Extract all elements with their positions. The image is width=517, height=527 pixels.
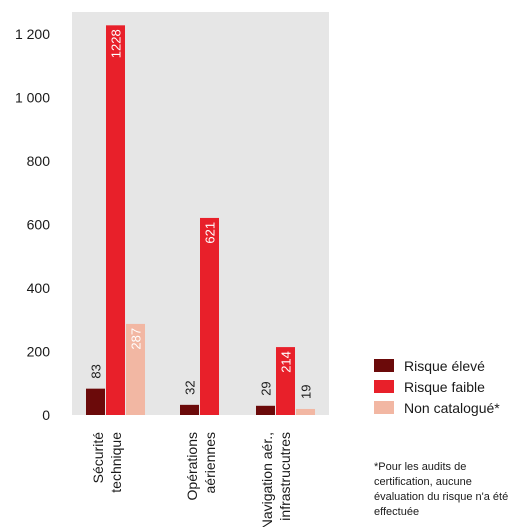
bar-value-label: 19: [299, 385, 314, 399]
bar: [296, 408, 315, 415]
bar: [200, 217, 219, 415]
bar-value-label: 621: [203, 222, 218, 244]
bar-value-label: 1228: [109, 29, 124, 58]
y-tick-label: 800: [27, 153, 51, 169]
category-label: Opérations: [184, 432, 200, 500]
legend-swatch: [374, 401, 394, 414]
y-tick-label: 1 000: [15, 90, 50, 106]
category-label: aériennes: [202, 432, 218, 494]
category-label: Navigation aér.,: [259, 432, 275, 527]
bar-value-label: 29: [259, 381, 274, 395]
legend-item-risque-eleve: Risque élevé: [374, 355, 500, 376]
footnote: *Pour les audits de certification, aucun…: [374, 461, 509, 518]
legend-item-non-catalogue: Non catalogué*: [374, 397, 500, 418]
legend-label: Risque élevé: [404, 357, 485, 374]
bar-value-label: 287: [129, 328, 144, 350]
category-label: infrastrucutres: [277, 432, 293, 521]
category-label: technique: [108, 432, 124, 493]
category-label: Sécurité: [90, 432, 106, 484]
y-tick-label: 200: [27, 344, 51, 360]
legend-label: Risque faible: [404, 378, 485, 395]
y-tick-label: 600: [27, 217, 51, 233]
bar: [106, 25, 125, 416]
bar-value-label: 83: [89, 364, 104, 378]
legend-swatch: [374, 359, 394, 372]
y-tick-label: 0: [42, 407, 50, 423]
bar: [276, 347, 295, 415]
legend-swatch: [374, 380, 394, 393]
legend-item-risque-faible: Risque faible: [374, 376, 500, 397]
bar: [256, 405, 275, 415]
legend-label: Non catalogué*: [404, 399, 500, 416]
bar: [180, 404, 199, 415]
y-tick-label: 400: [27, 280, 51, 296]
bar: [126, 323, 145, 415]
bar: [86, 388, 105, 415]
bar-value-label: 214: [279, 351, 294, 373]
legend: Risque élevé Risque faible Non catalogué…: [374, 355, 500, 418]
y-tick-label: 1 200: [15, 26, 50, 42]
bar-value-label: 32: [183, 380, 198, 394]
